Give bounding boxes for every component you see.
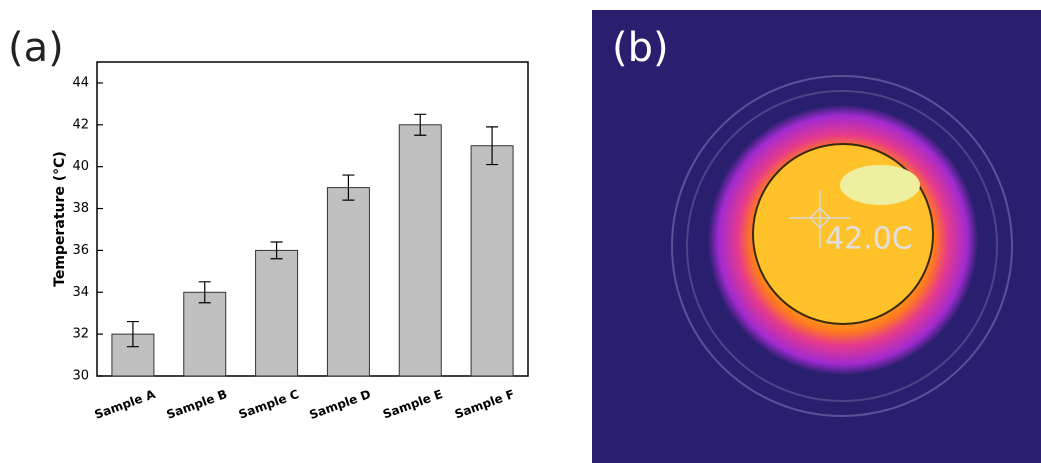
bar xyxy=(470,145,514,377)
error-bar xyxy=(414,113,427,136)
x-tick-label: Sample B xyxy=(165,387,229,422)
y-tick-label: 44 xyxy=(72,75,89,90)
panel-label: (a) xyxy=(8,25,64,71)
x-tick-label: Sample E xyxy=(381,387,444,422)
y-tick-label: 40 xyxy=(72,159,89,174)
ring xyxy=(686,90,998,402)
x-tick-label: Sample C xyxy=(237,387,301,422)
x-tick-label: Sample F xyxy=(453,387,516,422)
error-bar xyxy=(198,281,211,304)
y-tick-label: 38 xyxy=(72,201,89,216)
y-tick-label: 34 xyxy=(72,285,89,300)
bar xyxy=(183,291,227,377)
x-tick-label: Sample A xyxy=(93,387,158,422)
error-bar xyxy=(342,174,355,201)
error-bar xyxy=(126,320,139,348)
error-bar xyxy=(486,126,499,166)
ring xyxy=(671,75,1013,417)
y-tick-label: 30 xyxy=(72,369,89,384)
y-axis-label: Temperature (°C) xyxy=(52,151,68,287)
plot-frame xyxy=(96,61,529,377)
y-tick-label: 42 xyxy=(72,117,89,132)
y-tick-label: 36 xyxy=(72,243,89,258)
bar xyxy=(111,333,155,377)
bar xyxy=(398,124,442,377)
bar xyxy=(255,249,299,377)
panel-label: (b) xyxy=(612,25,669,71)
y-tick-label: 32 xyxy=(72,327,89,342)
crosshair xyxy=(790,190,850,248)
x-tick-label: Sample D xyxy=(307,387,372,422)
error-bar xyxy=(270,241,283,260)
highlight xyxy=(840,165,920,205)
bar xyxy=(326,187,370,377)
temperature-reading: 42.0C xyxy=(825,222,913,257)
thermal-image: 42.0C (b) xyxy=(592,10,1041,463)
